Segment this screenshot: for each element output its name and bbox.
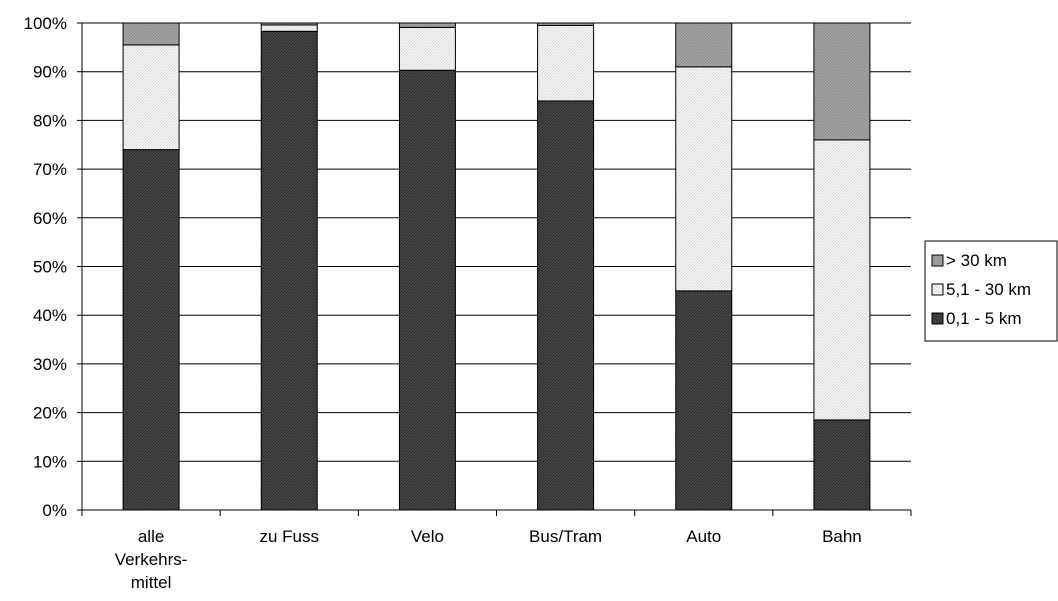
bar-segment [675, 66, 733, 292]
bar-segment [122, 22, 180, 46]
legend-label: 0,1 - 5 km [946, 309, 1022, 328]
y-tick-label: 50% [33, 258, 67, 277]
legend-label: > 30 km [946, 251, 1007, 270]
bar-segment [398, 22, 456, 28]
y-tick-label: 60% [33, 209, 67, 228]
bar-segment [398, 69, 456, 511]
y-tick-label: 100% [24, 14, 67, 33]
y-tick-label: 40% [33, 306, 67, 325]
legend-swatch [931, 254, 944, 267]
legend-swatch [931, 283, 944, 296]
bar-segment [122, 44, 180, 151]
y-tick-label: 70% [33, 160, 67, 179]
gridlines [82, 22, 911, 462]
x-tick-label: zu Fuss [259, 527, 319, 546]
bar-segment [813, 22, 871, 141]
x-tick-label: alle Verkehrs-mittel [115, 527, 188, 592]
y-tick-label: 90% [33, 63, 67, 82]
x-tick-label: Bahn [822, 527, 862, 546]
bar-segment [537, 22, 595, 26]
bar-segment [260, 24, 318, 32]
y-tick-label: 10% [33, 452, 67, 471]
bar-segment [260, 30, 318, 511]
y-tick-label: 20% [33, 404, 67, 423]
legend-label: 5,1 - 30 km [946, 280, 1031, 299]
y-axis-tick-labels: 0% 10% 20% 30% 40% 50% 60% 70% 80% 90% 100% [24, 14, 67, 520]
bar-segment [398, 26, 456, 71]
legend-swatch [931, 312, 944, 325]
legend: > 30 km 5,1 - 30 km 0,1 - 5 km [924, 240, 1058, 342]
x-axis-tick-labels: alle Verkehrs-mittel zu Fuss Velo Bus/Tram Au… [115, 527, 862, 592]
y-tick-label: 80% [33, 111, 67, 130]
bars [122, 22, 871, 511]
legend-box [924, 240, 1058, 342]
x-tick-label: Velo [411, 527, 444, 546]
bar-segment [537, 24, 595, 102]
bar-segment [813, 419, 871, 511]
bar-segment [813, 139, 871, 421]
bar-segment [260, 22, 318, 26]
axes [77, 22, 912, 516]
y-tick-label: 0% [42, 501, 67, 520]
bar-segment [675, 290, 733, 511]
bar-segment [537, 100, 595, 511]
bar-segment [122, 149, 180, 511]
bar-segment [675, 22, 733, 68]
x-tick-label: Auto [686, 527, 721, 546]
y-tick-label: 30% [33, 355, 67, 374]
x-tick-label: Bus/Tram [529, 527, 602, 546]
